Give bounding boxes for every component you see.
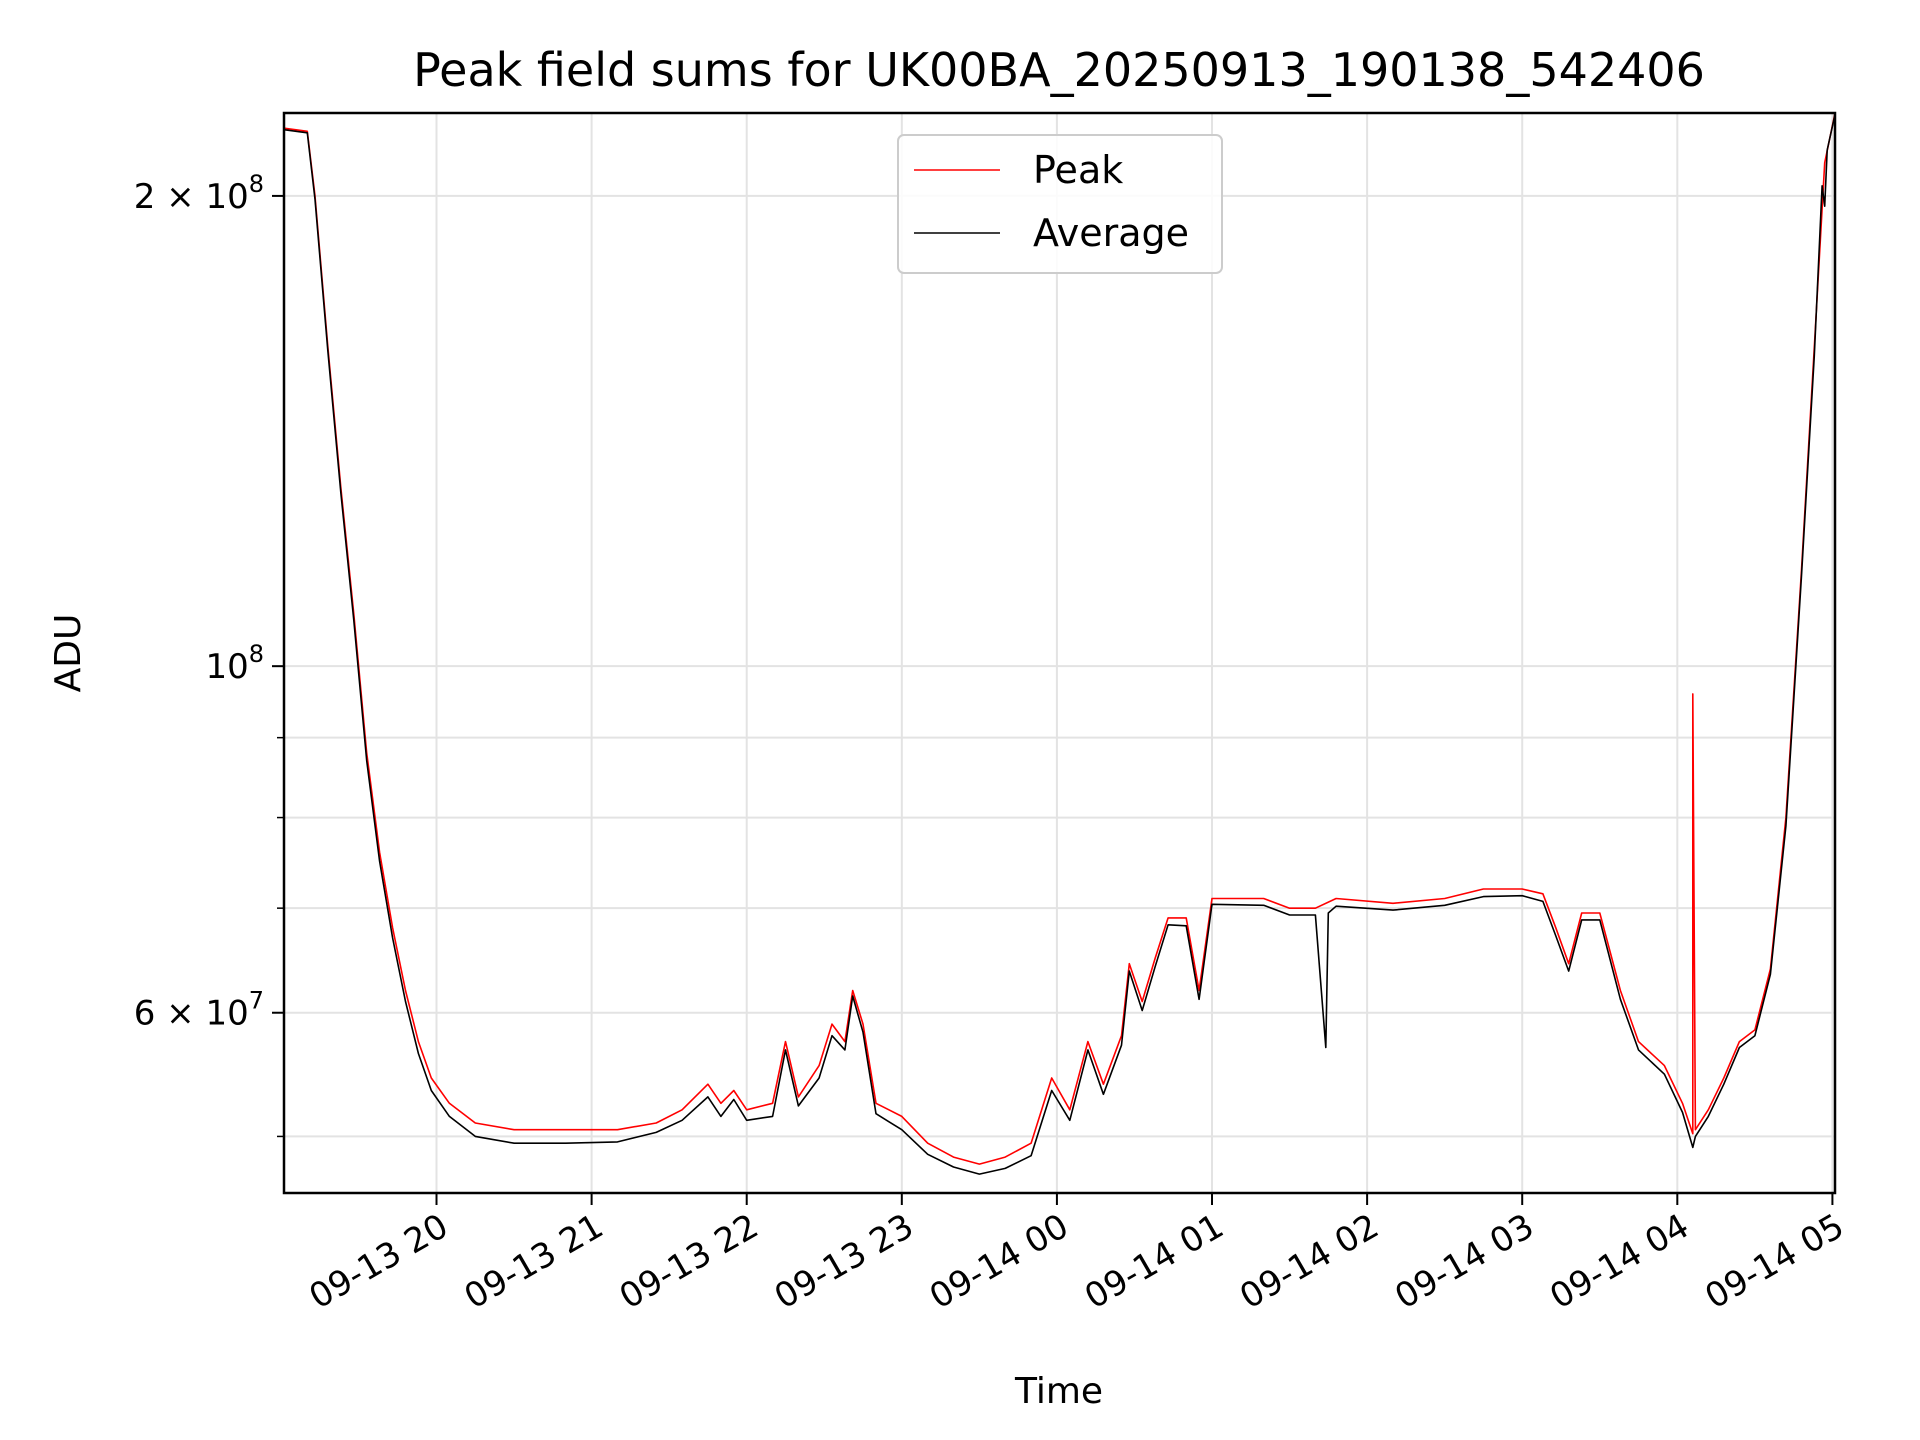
chart-title: Peak field sums for UK00BA_20250913_1901…: [413, 43, 1705, 97]
plot-frame: [282, 111, 1837, 1195]
y-tick-label: 6 × 107: [134, 987, 264, 1034]
series-line-peak: [283, 112, 1836, 1165]
legend-label-average: Average: [1033, 211, 1189, 255]
y-axis-label: ADU: [48, 614, 89, 693]
y-tick-label: 2 × 108: [134, 170, 264, 217]
plot-area: [284, 113, 1835, 1193]
grid-lines: [284, 113, 1835, 1193]
series-lines: [283, 112, 1836, 1175]
y-tick-label: 108: [205, 640, 264, 687]
series-line-average: [283, 114, 1836, 1175]
legend-label-peak: Peak: [1033, 148, 1123, 192]
x-axis-label: Time: [1014, 1371, 1103, 1412]
legend: Peak Average: [897, 134, 1223, 274]
